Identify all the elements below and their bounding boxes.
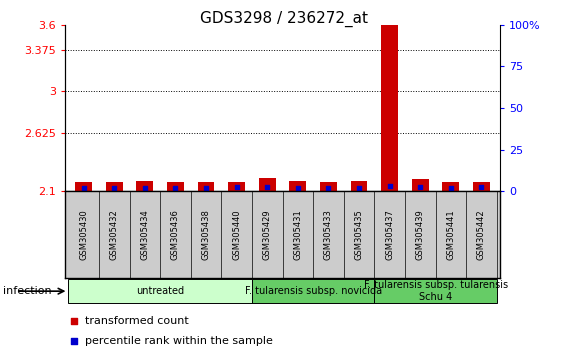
Bar: [136, 181, 153, 191]
Text: GSM305440: GSM305440: [232, 209, 241, 260]
Text: untreated: untreated: [136, 286, 184, 296]
Bar: [198, 182, 215, 191]
Text: GSM305438: GSM305438: [202, 209, 211, 260]
Point: [416, 184, 425, 190]
Text: transformed count: transformed count: [85, 316, 189, 326]
Point: [232, 184, 241, 190]
Text: GSM305432: GSM305432: [110, 209, 119, 260]
Point: [446, 185, 456, 190]
Point: [263, 184, 272, 190]
Text: GSM305436: GSM305436: [171, 209, 180, 260]
Bar: [381, 10, 398, 191]
Point: [140, 185, 149, 190]
Point: [324, 185, 333, 190]
Text: percentile rank within the sample: percentile rank within the sample: [85, 336, 273, 346]
Text: infection: infection: [3, 286, 52, 296]
Bar: [106, 182, 123, 191]
Point: [110, 185, 119, 190]
Text: GSM305430: GSM305430: [79, 209, 88, 260]
Point: [385, 184, 394, 189]
Bar: [350, 181, 367, 191]
Bar: [167, 182, 184, 191]
Bar: [290, 181, 306, 191]
FancyBboxPatch shape: [374, 279, 497, 303]
Bar: [259, 178, 275, 191]
Text: GSM305434: GSM305434: [140, 209, 149, 260]
Point: [354, 185, 364, 190]
FancyBboxPatch shape: [252, 279, 374, 303]
Bar: [76, 182, 92, 191]
Point: [293, 185, 302, 190]
Point: [171, 185, 180, 190]
Bar: [473, 182, 490, 191]
Text: GSM305431: GSM305431: [294, 209, 302, 260]
Bar: [228, 182, 245, 191]
Text: GDS3298 / 236272_at: GDS3298 / 236272_at: [200, 11, 368, 27]
Bar: [320, 182, 337, 191]
Text: GSM305441: GSM305441: [446, 209, 456, 260]
Text: GSM305439: GSM305439: [416, 209, 425, 260]
Bar: [442, 182, 460, 191]
Point: [202, 185, 211, 190]
Text: F. tularensis subsp. tularensis
Schu 4: F. tularensis subsp. tularensis Schu 4: [364, 280, 508, 302]
Point: [79, 185, 88, 190]
Text: F. tularensis subsp. novicida: F. tularensis subsp. novicida: [245, 286, 382, 296]
FancyBboxPatch shape: [68, 279, 252, 303]
Bar: [412, 179, 429, 191]
Text: GSM305442: GSM305442: [477, 209, 486, 260]
Point: [477, 184, 486, 190]
Text: GSM305435: GSM305435: [354, 209, 364, 260]
Point: [357, 27, 366, 33]
Point: [357, 211, 366, 217]
Text: GSM305433: GSM305433: [324, 209, 333, 260]
Text: GSM305437: GSM305437: [385, 209, 394, 260]
Text: GSM305429: GSM305429: [263, 209, 272, 260]
